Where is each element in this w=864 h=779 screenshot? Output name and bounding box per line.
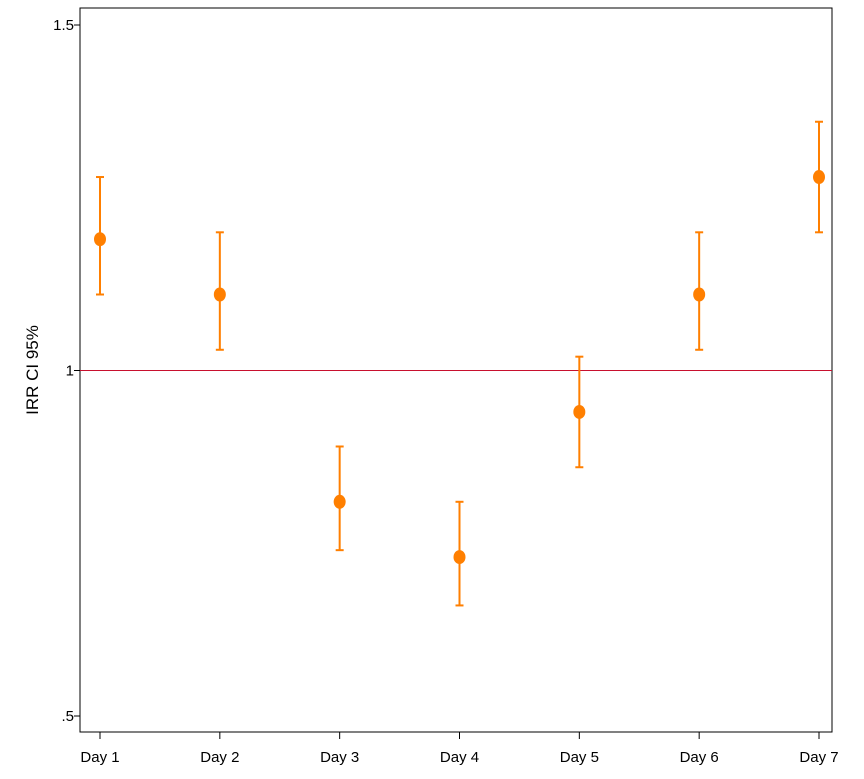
x-axis: Day 1 Day 2 Day 3 Day 4 Day 5 Day 6 Day 7 — [80, 732, 839, 766]
x-tick-label: Day 1 — [80, 749, 119, 766]
x-tick-label: Day 3 — [320, 749, 359, 766]
x-tick-label: Day 2 — [200, 749, 239, 766]
y-tick-label: .5 — [61, 708, 74, 725]
data-points — [94, 170, 825, 565]
x-tick-label: Day 6 — [680, 749, 719, 766]
y-axis-title: IRR CI 95% — [23, 325, 42, 415]
point-estimate — [213, 287, 226, 302]
y-tick-label: 1.5 — [53, 17, 74, 34]
x-tick-label: Day 4 — [440, 749, 479, 766]
point-estimate — [693, 287, 706, 302]
point-estimate — [573, 404, 586, 419]
y-tick-label: 1 — [66, 363, 74, 380]
x-tick-label: Day 7 — [799, 749, 838, 766]
point-estimate — [453, 550, 466, 565]
x-tick-label: Day 5 — [560, 749, 599, 766]
y-axis: .5 1 1.5 — [53, 17, 80, 725]
point-estimate — [813, 170, 825, 185]
point-estimate — [94, 232, 106, 247]
error-bars — [96, 120, 823, 607]
point-estimate — [333, 494, 346, 509]
